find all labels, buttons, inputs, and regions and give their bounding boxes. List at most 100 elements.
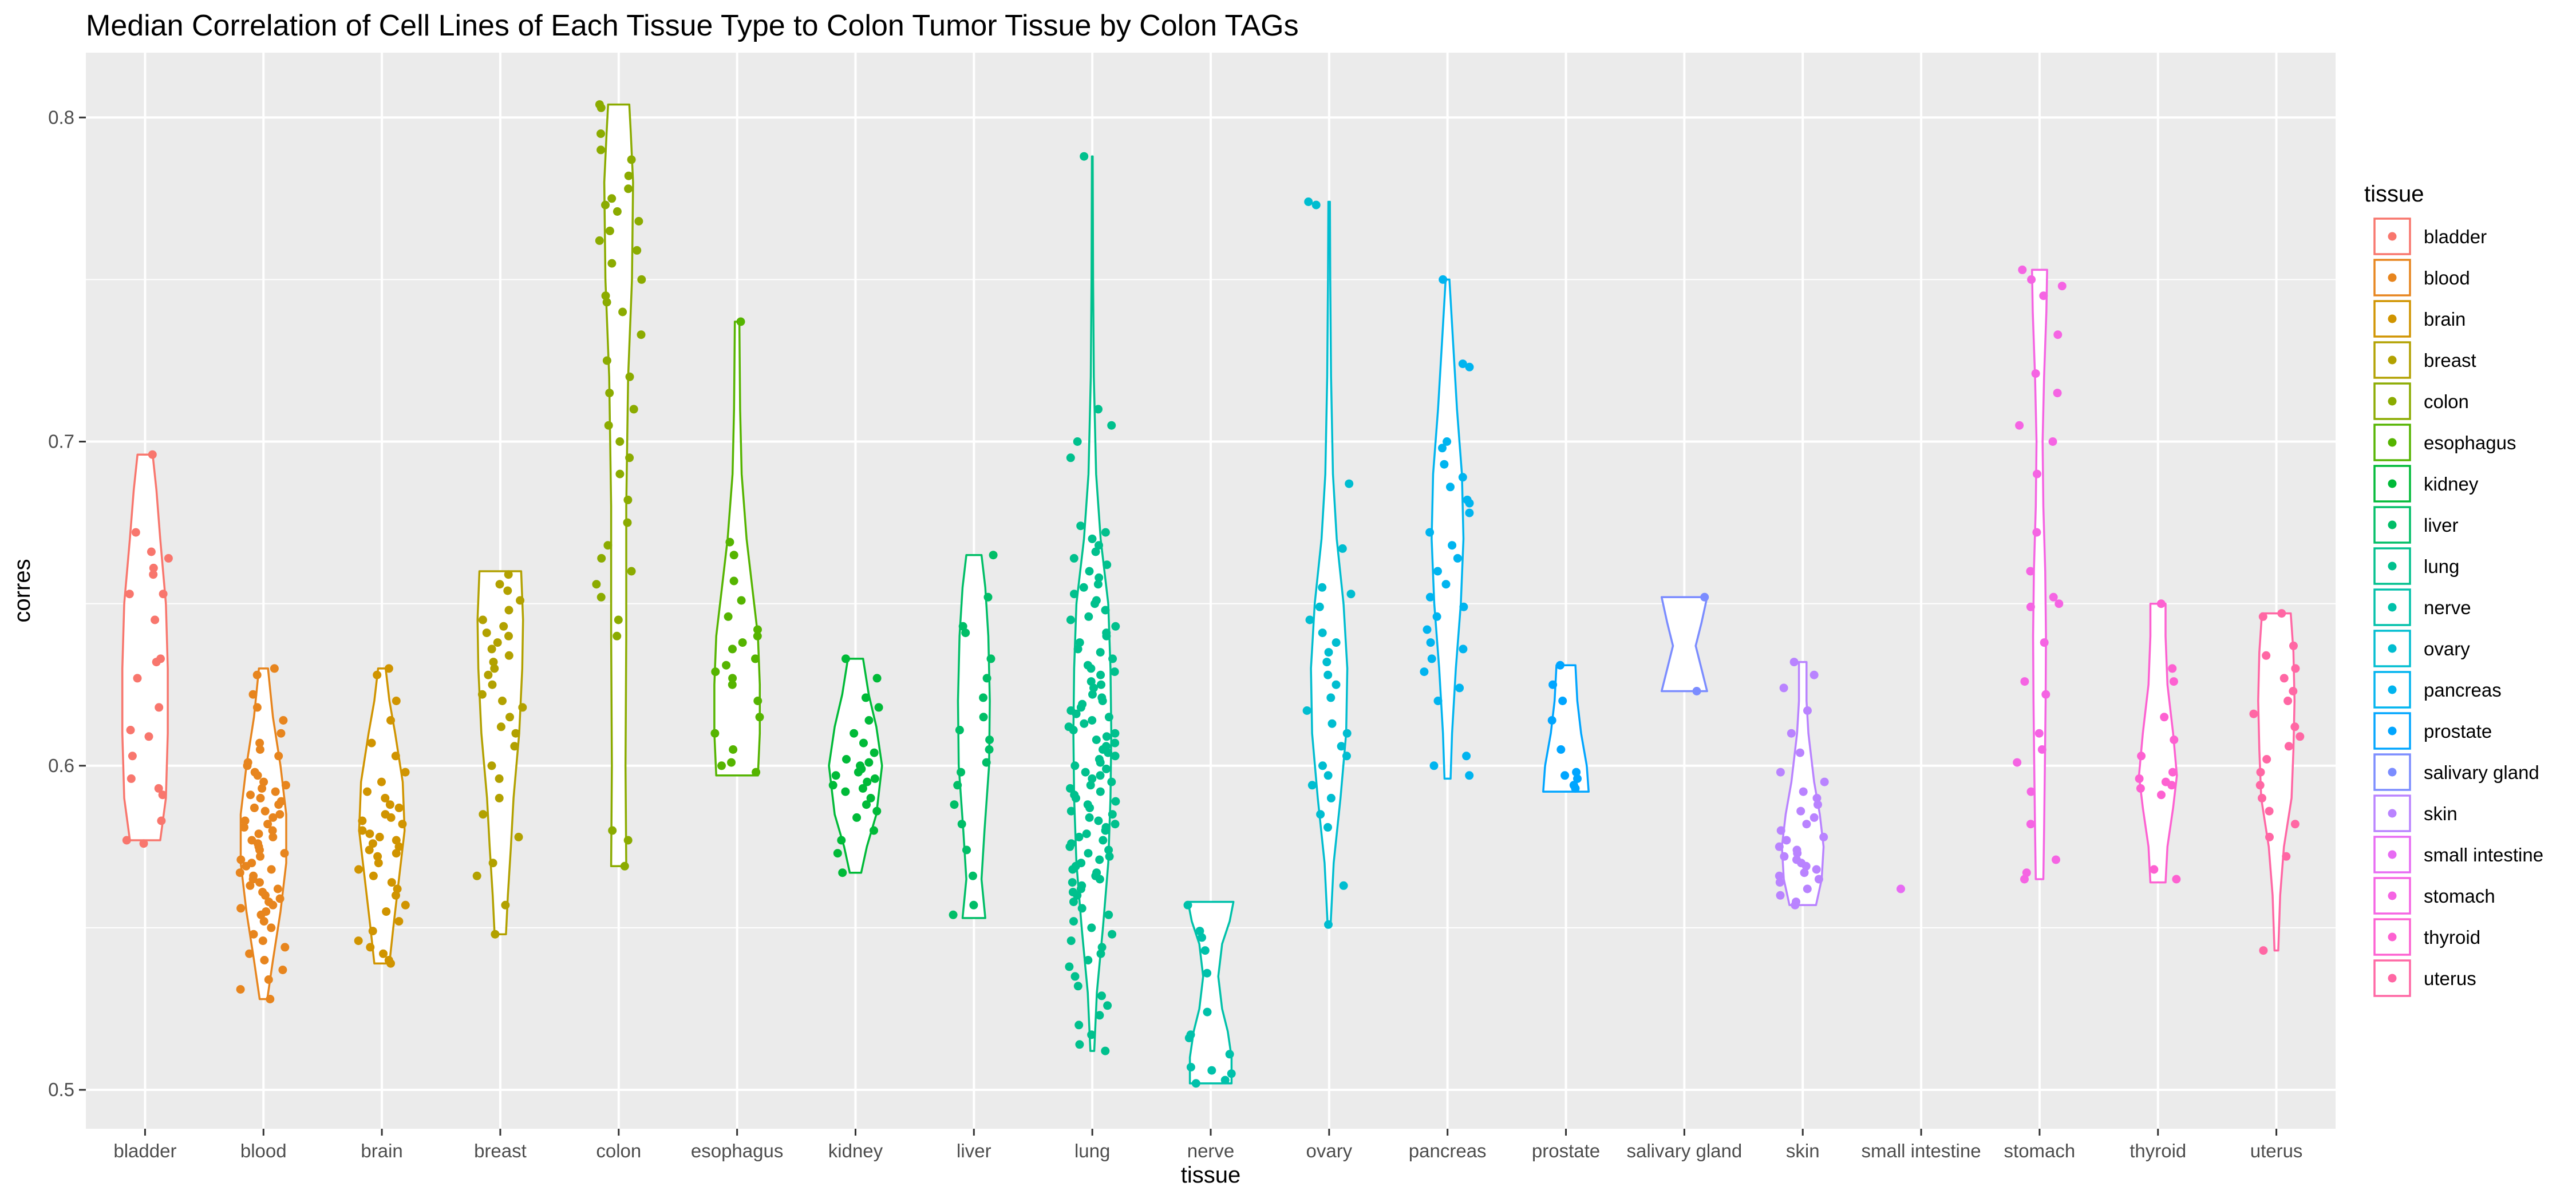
data-point xyxy=(149,570,158,579)
x-tick-label: nerve xyxy=(1187,1140,1235,1161)
data-point xyxy=(252,703,262,712)
data-point xyxy=(1425,528,1435,537)
data-point xyxy=(1326,793,1336,802)
data-point xyxy=(271,787,280,796)
data-point xyxy=(596,129,605,139)
data-point xyxy=(1453,553,1462,563)
data-point xyxy=(2249,709,2258,718)
data-point xyxy=(518,703,527,712)
legend-label: small intestine xyxy=(2424,844,2543,865)
data-point xyxy=(1092,736,1101,744)
data-point xyxy=(596,103,606,112)
legend-label: lung xyxy=(2424,556,2459,577)
data-point xyxy=(982,674,991,683)
data-point xyxy=(753,625,762,634)
data-point xyxy=(1558,697,1567,705)
data-point xyxy=(1305,615,1314,624)
data-point xyxy=(1110,667,1119,677)
data-point xyxy=(1076,703,1085,712)
data-point xyxy=(2291,664,2300,673)
data-point xyxy=(1184,1033,1194,1042)
data-point xyxy=(1069,726,1078,734)
data-point xyxy=(1195,927,1204,936)
data-point xyxy=(255,745,264,754)
data-point xyxy=(1560,771,1570,780)
data-point xyxy=(398,820,407,829)
data-point xyxy=(2284,742,2293,751)
data-point xyxy=(1692,687,1701,695)
data-point xyxy=(268,832,278,841)
data-point xyxy=(1220,1076,1230,1085)
data-point xyxy=(139,839,148,848)
data-point xyxy=(148,450,157,459)
data-point xyxy=(1809,670,1819,679)
data-point xyxy=(1066,806,1076,816)
data-point xyxy=(613,631,622,640)
data-point xyxy=(711,667,720,677)
data-point xyxy=(259,777,268,786)
data-point xyxy=(1547,716,1556,725)
data-point xyxy=(1323,771,1333,780)
data-point xyxy=(1086,781,1095,790)
data-point xyxy=(479,810,488,819)
data-point xyxy=(614,615,623,624)
data-point xyxy=(1573,774,1582,783)
data-point xyxy=(1070,972,1080,981)
legend-key-point xyxy=(2388,685,2397,694)
data-point xyxy=(1425,592,1435,602)
data-point xyxy=(1311,200,1321,209)
data-point xyxy=(722,661,731,670)
data-point xyxy=(488,859,497,868)
data-point xyxy=(2136,784,2145,793)
data-point xyxy=(1096,787,1105,796)
data-point xyxy=(596,592,606,602)
x-tick-label: uterus xyxy=(2250,1140,2303,1161)
data-point xyxy=(381,793,390,802)
data-point xyxy=(235,868,244,877)
legend-label: pancreas xyxy=(2424,679,2502,701)
data-point xyxy=(1093,580,1103,589)
data-point xyxy=(753,697,762,705)
data-point xyxy=(1775,871,1784,880)
data-point xyxy=(258,784,267,793)
data-point xyxy=(1069,553,1078,563)
legend-title: tissue xyxy=(2364,181,2424,207)
data-point xyxy=(729,576,738,586)
legend-key-point xyxy=(2388,232,2397,241)
data-point xyxy=(1426,638,1435,647)
data-point xyxy=(1225,1050,1234,1059)
data-point xyxy=(2026,567,2035,576)
data-point xyxy=(487,761,496,770)
data-point xyxy=(1104,910,1113,919)
data-point xyxy=(151,615,160,624)
data-point xyxy=(511,729,520,738)
data-point xyxy=(637,330,646,339)
data-point xyxy=(2258,793,2266,802)
data-point xyxy=(152,658,161,667)
data-point xyxy=(1094,816,1103,825)
data-point xyxy=(256,852,264,861)
data-point xyxy=(2167,781,2176,790)
data-point xyxy=(358,826,367,835)
data-point xyxy=(982,758,991,767)
data-point xyxy=(1073,982,1082,991)
legend-key-point xyxy=(2388,397,2397,406)
data-point xyxy=(1443,437,1452,446)
data-point xyxy=(623,836,633,845)
data-point xyxy=(477,690,487,699)
data-point xyxy=(1304,197,1313,206)
data-point xyxy=(259,917,268,926)
data-point xyxy=(1796,806,1805,816)
data-point xyxy=(728,680,737,689)
legend-key-point xyxy=(2388,355,2397,365)
data-point xyxy=(1780,852,1789,861)
data-point xyxy=(2026,602,2035,611)
data-point xyxy=(1095,541,1103,550)
data-point xyxy=(604,421,613,430)
data-point xyxy=(1066,936,1076,946)
data-point xyxy=(358,816,367,825)
data-point xyxy=(592,580,601,589)
data-point xyxy=(1095,573,1104,582)
data-point xyxy=(382,907,391,916)
